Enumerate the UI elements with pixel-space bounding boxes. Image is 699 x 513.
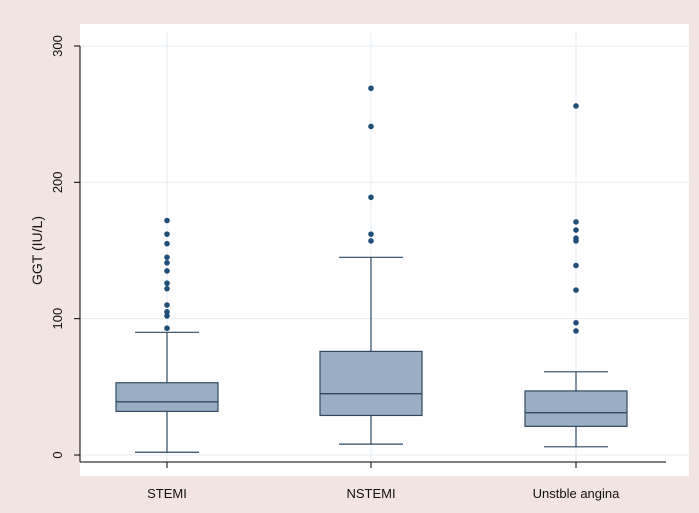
box-group xyxy=(319,85,423,445)
outlier-point xyxy=(573,319,579,326)
y-axis-label: GGT (IU/L) xyxy=(29,216,45,285)
outlier-point xyxy=(164,325,170,332)
outlier-point xyxy=(368,194,374,201)
box-group xyxy=(524,103,628,448)
outlier-point xyxy=(573,235,579,242)
outlier-point xyxy=(164,309,170,315)
outlier-point xyxy=(368,231,374,237)
outlier-point xyxy=(164,302,170,308)
y-tick-label: 300 xyxy=(50,35,65,57)
outlier-point xyxy=(573,103,579,109)
outlier-point xyxy=(164,259,170,266)
outlier-point xyxy=(368,123,374,130)
outlier-point xyxy=(573,328,579,334)
outlier-point xyxy=(164,313,170,319)
outlier-point xyxy=(573,262,579,269)
y-tick-label: 0 xyxy=(50,451,65,458)
x-tick-labels: STEMI NSTEMI Unstble angina xyxy=(147,486,620,501)
y-tick-labels: 0 100 200 300 xyxy=(50,35,65,458)
outlier-point xyxy=(164,217,170,224)
outlier-point xyxy=(164,254,170,261)
outlier-point xyxy=(368,85,374,92)
outlier-point xyxy=(164,285,170,292)
axes xyxy=(74,45,666,468)
outlier-point xyxy=(573,287,579,293)
outlier-point xyxy=(164,231,170,237)
outlier-point xyxy=(164,268,170,274)
iqr-box xyxy=(115,382,219,412)
outlier-point xyxy=(164,280,170,287)
x-tick-label: STEMI xyxy=(147,486,187,501)
iqr-box xyxy=(524,390,628,427)
x-tick-label: NSTEMI xyxy=(346,486,395,501)
iqr-box xyxy=(319,350,423,417)
outlier-point xyxy=(573,219,579,225)
y-tick-label: 200 xyxy=(50,171,65,193)
outlier-point xyxy=(164,240,170,247)
boxes xyxy=(115,85,628,453)
x-tick-label: Unstble angina xyxy=(533,486,620,501)
box-group xyxy=(115,217,219,453)
outlier-point xyxy=(368,238,374,244)
y-tick-label: 100 xyxy=(50,308,65,330)
outlier-point xyxy=(573,227,579,233)
